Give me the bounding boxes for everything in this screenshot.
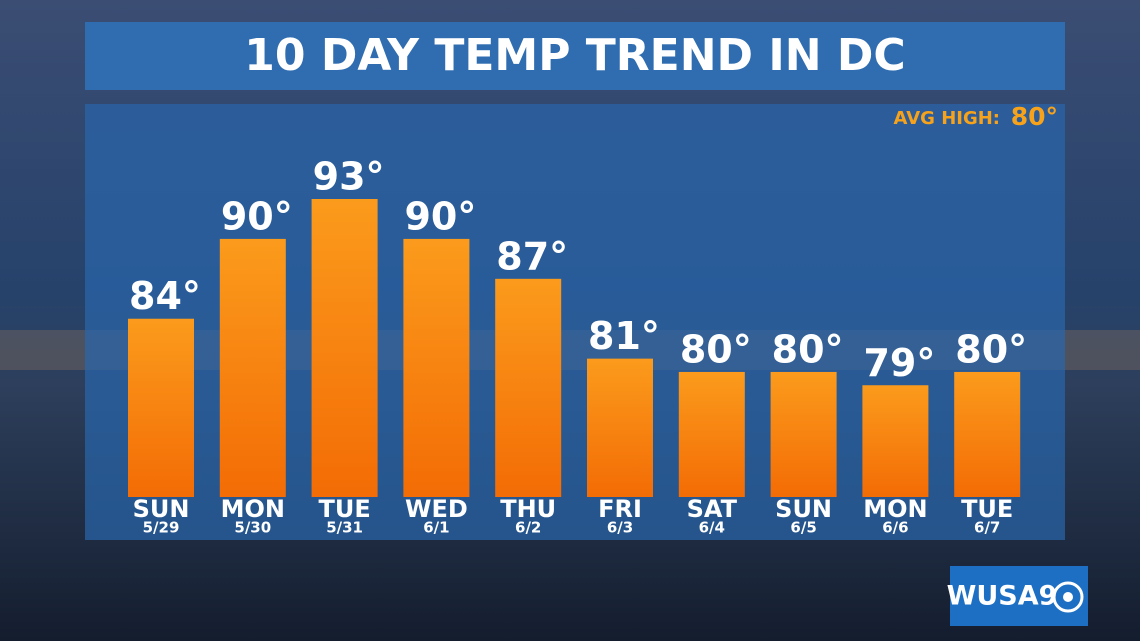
date-label: 5/30 — [234, 519, 271, 537]
bar — [770, 371, 837, 497]
x-tick-label: FRI — [598, 495, 642, 523]
x-tick-label: MON — [863, 495, 927, 523]
date-label: 5/31 — [326, 519, 363, 537]
logo-pupil — [1063, 592, 1073, 602]
bar — [219, 238, 286, 498]
value-label: 80° — [680, 327, 752, 371]
date-label: 5/29 — [143, 519, 180, 537]
value-label: 79° — [863, 341, 935, 385]
date-label: 6/7 — [974, 519, 1000, 537]
bar — [403, 238, 470, 498]
bar — [678, 371, 745, 497]
date-label: 6/5 — [790, 519, 816, 537]
x-tick-label: MON — [221, 495, 285, 523]
date-label: 6/1 — [423, 519, 449, 537]
x-tick-label: SUN — [775, 495, 832, 523]
date-label: 6/6 — [882, 519, 908, 537]
date-label: 6/3 — [607, 519, 633, 537]
x-tick-label: SUN — [133, 495, 190, 523]
date-label: 6/2 — [515, 519, 541, 537]
x-tick-label: THU — [500, 495, 556, 523]
bar — [954, 371, 1021, 497]
bar — [128, 318, 194, 497]
value-label: 87° — [496, 234, 568, 278]
value-label: 80° — [772, 327, 844, 371]
avg-high-label: AVG HIGH: — [894, 108, 1000, 129]
value-label: 90° — [221, 194, 293, 238]
x-tick-label: WED — [405, 495, 468, 523]
bar — [311, 199, 378, 497]
value-label: 90° — [404, 194, 476, 238]
value-label: 81° — [588, 314, 660, 358]
bar — [862, 385, 929, 497]
logo-eye — [1052, 581, 1084, 613]
date-label: 6/4 — [699, 519, 725, 537]
title-bar — [85, 22, 1065, 90]
value-label: 93° — [313, 155, 385, 199]
bar — [587, 358, 653, 497]
value-label: 80° — [955, 327, 1027, 371]
chart-title: 10 DAY TEMP TREND IN DC — [244, 30, 905, 81]
x-tick-label: TUE — [961, 495, 1013, 523]
x-tick-label: TUE — [318, 495, 370, 523]
bar — [495, 278, 562, 497]
logo: WUSA9 — [947, 581, 1058, 612]
value-label: 84° — [129, 274, 201, 318]
x-tick-label: SAT — [687, 495, 738, 523]
avg-high-value: 80° — [1011, 102, 1058, 131]
